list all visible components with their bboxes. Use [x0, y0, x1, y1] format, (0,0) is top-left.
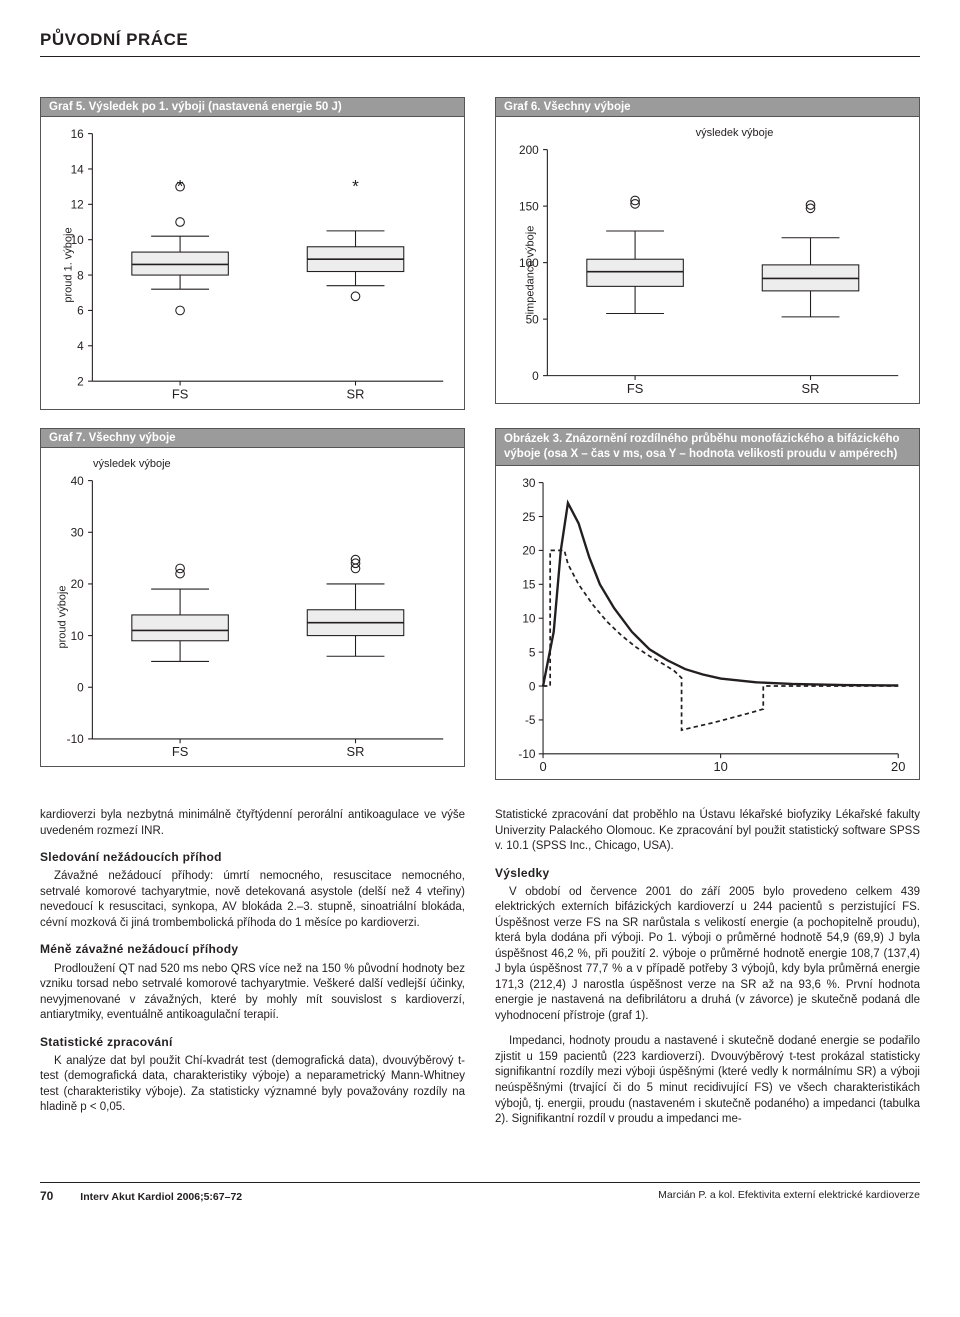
chart6-ylabel: impedance výboje	[524, 226, 536, 315]
body-columns: kardioverzi byla nezbytná minimálně čtyř…	[40, 808, 920, 1137]
svg-text:14: 14	[71, 162, 85, 176]
svg-text:25: 25	[522, 510, 536, 524]
chart7-title: Graf 7. Všechny výboje	[40, 428, 465, 448]
chart6-title: Graf 6. Všechny výboje	[495, 97, 920, 117]
svg-text:*: *	[352, 176, 359, 196]
svg-text:FS: FS	[172, 386, 189, 401]
chart5-ylabel: proud 1. výboje	[63, 227, 75, 302]
svg-text:30: 30	[522, 476, 536, 490]
svg-text:15: 15	[522, 577, 536, 591]
svg-text:10: 10	[71, 629, 85, 643]
svg-text:FS: FS	[172, 744, 189, 759]
chart5-container: Graf 5. Výsledek po 1. výboji (nastavená…	[40, 97, 465, 410]
left-h2: Méně závažné nežádoucí příhody	[40, 941, 465, 957]
svg-text:-10: -10	[518, 747, 536, 761]
svg-text:20: 20	[71, 577, 85, 591]
svg-text:10: 10	[522, 611, 536, 625]
chart6-svg: 050100150200FSSR	[500, 141, 909, 399]
svg-text:SR: SR	[347, 386, 365, 401]
svg-text:30: 30	[71, 525, 85, 539]
svg-text:2: 2	[77, 374, 84, 388]
chart7-container: Graf 7. Všechny výboje výsledek výboje p…	[40, 428, 465, 780]
right-h1: Výsledky	[495, 865, 920, 881]
left-h3: Statistické zpracování	[40, 1034, 465, 1050]
left-para3: Prodloužení QT nad 520 ms nebo QRS více …	[40, 962, 465, 1024]
svg-text:16: 16	[71, 127, 85, 141]
left-h1: Sledování nežádoucích příhod	[40, 849, 465, 865]
svg-text:FS: FS	[627, 381, 644, 396]
right-para1: Statistické zpracování dat proběhlo na Ú…	[495, 808, 920, 855]
svg-text:SR: SR	[347, 744, 365, 759]
svg-text:*: *	[177, 176, 184, 196]
chart6-subtitle: výsledek výboje	[560, 127, 909, 139]
svg-text:20: 20	[891, 759, 905, 774]
chart7-subtitle: výsledek výboje	[93, 458, 454, 470]
svg-text:6: 6	[77, 304, 84, 318]
chart6-container: Graf 6. Všechny výboje výsledek výboje i…	[495, 97, 920, 410]
section-header: PŮVODNÍ PRÁCE	[40, 30, 920, 50]
chart7-svg: -10 0 10 20 30 40 FS SR	[45, 472, 454, 763]
left-para1: kardioverzi byla nezbytná minimálně čtyř…	[40, 808, 465, 839]
charts-grid: Graf 5. Výsledek po 1. výboji (nastavená…	[40, 97, 920, 780]
page-footer: 70 Interv Akut Kardiol 2006;5:67–72 Marc…	[40, 1182, 920, 1203]
svg-text:20: 20	[522, 543, 536, 557]
chart7-ylabel: proud výboje	[57, 586, 69, 649]
page-number: 70	[40, 1189, 53, 1203]
svg-text:-5: -5	[525, 713, 536, 727]
left-column: kardioverzi byla nezbytná minimálně čtyř…	[40, 808, 465, 1137]
section-rule	[40, 56, 920, 57]
svg-text:40: 40	[71, 474, 85, 488]
right-column: Statistické zpracování dat proběhlo na Ú…	[495, 808, 920, 1137]
svg-text:8: 8	[77, 268, 84, 282]
svg-text:4: 4	[77, 339, 84, 353]
right-para2: V období od července 2001 do září 2005 b…	[495, 885, 920, 1025]
svg-text:0: 0	[532, 369, 539, 383]
svg-text:150: 150	[519, 199, 539, 213]
svg-text:12: 12	[71, 198, 84, 212]
svg-text:0: 0	[539, 759, 546, 774]
svg-text:0: 0	[77, 680, 84, 694]
svg-text:200: 200	[519, 143, 539, 157]
fig3-title: Obrázek 3. Znázornění rozdílného průběhu…	[495, 428, 920, 466]
fig3-container: Obrázek 3. Znázornění rozdílného průběhu…	[495, 428, 920, 780]
footer-citation: Interv Akut Kardiol 2006;5:67–72	[80, 1191, 242, 1203]
chart5-svg: 246810121416*FS*SR	[45, 125, 454, 405]
left-para2: Závažné nežádoucí příhody: úmrtí nemocné…	[40, 869, 465, 931]
chart5-title: Graf 5. Výsledek po 1. výboji (nastavená…	[40, 97, 465, 117]
svg-text:10: 10	[713, 759, 727, 774]
fig3-svg: -10 -5 0 5 10 15 20 25 30 0 10 20	[500, 474, 909, 775]
svg-text:-10: -10	[67, 732, 85, 746]
left-para4: K analýze dat byl použit Chí-kvadrát tes…	[40, 1054, 465, 1116]
svg-text:5: 5	[529, 645, 536, 659]
footer-right: Marcián P. a kol. Efektivita externí ele…	[658, 1189, 920, 1203]
svg-text:0: 0	[529, 679, 536, 693]
svg-text:50: 50	[526, 312, 540, 326]
right-para3: Impedanci, hodnoty proudu a nastavené i …	[495, 1034, 920, 1127]
svg-text:SR: SR	[802, 381, 820, 396]
